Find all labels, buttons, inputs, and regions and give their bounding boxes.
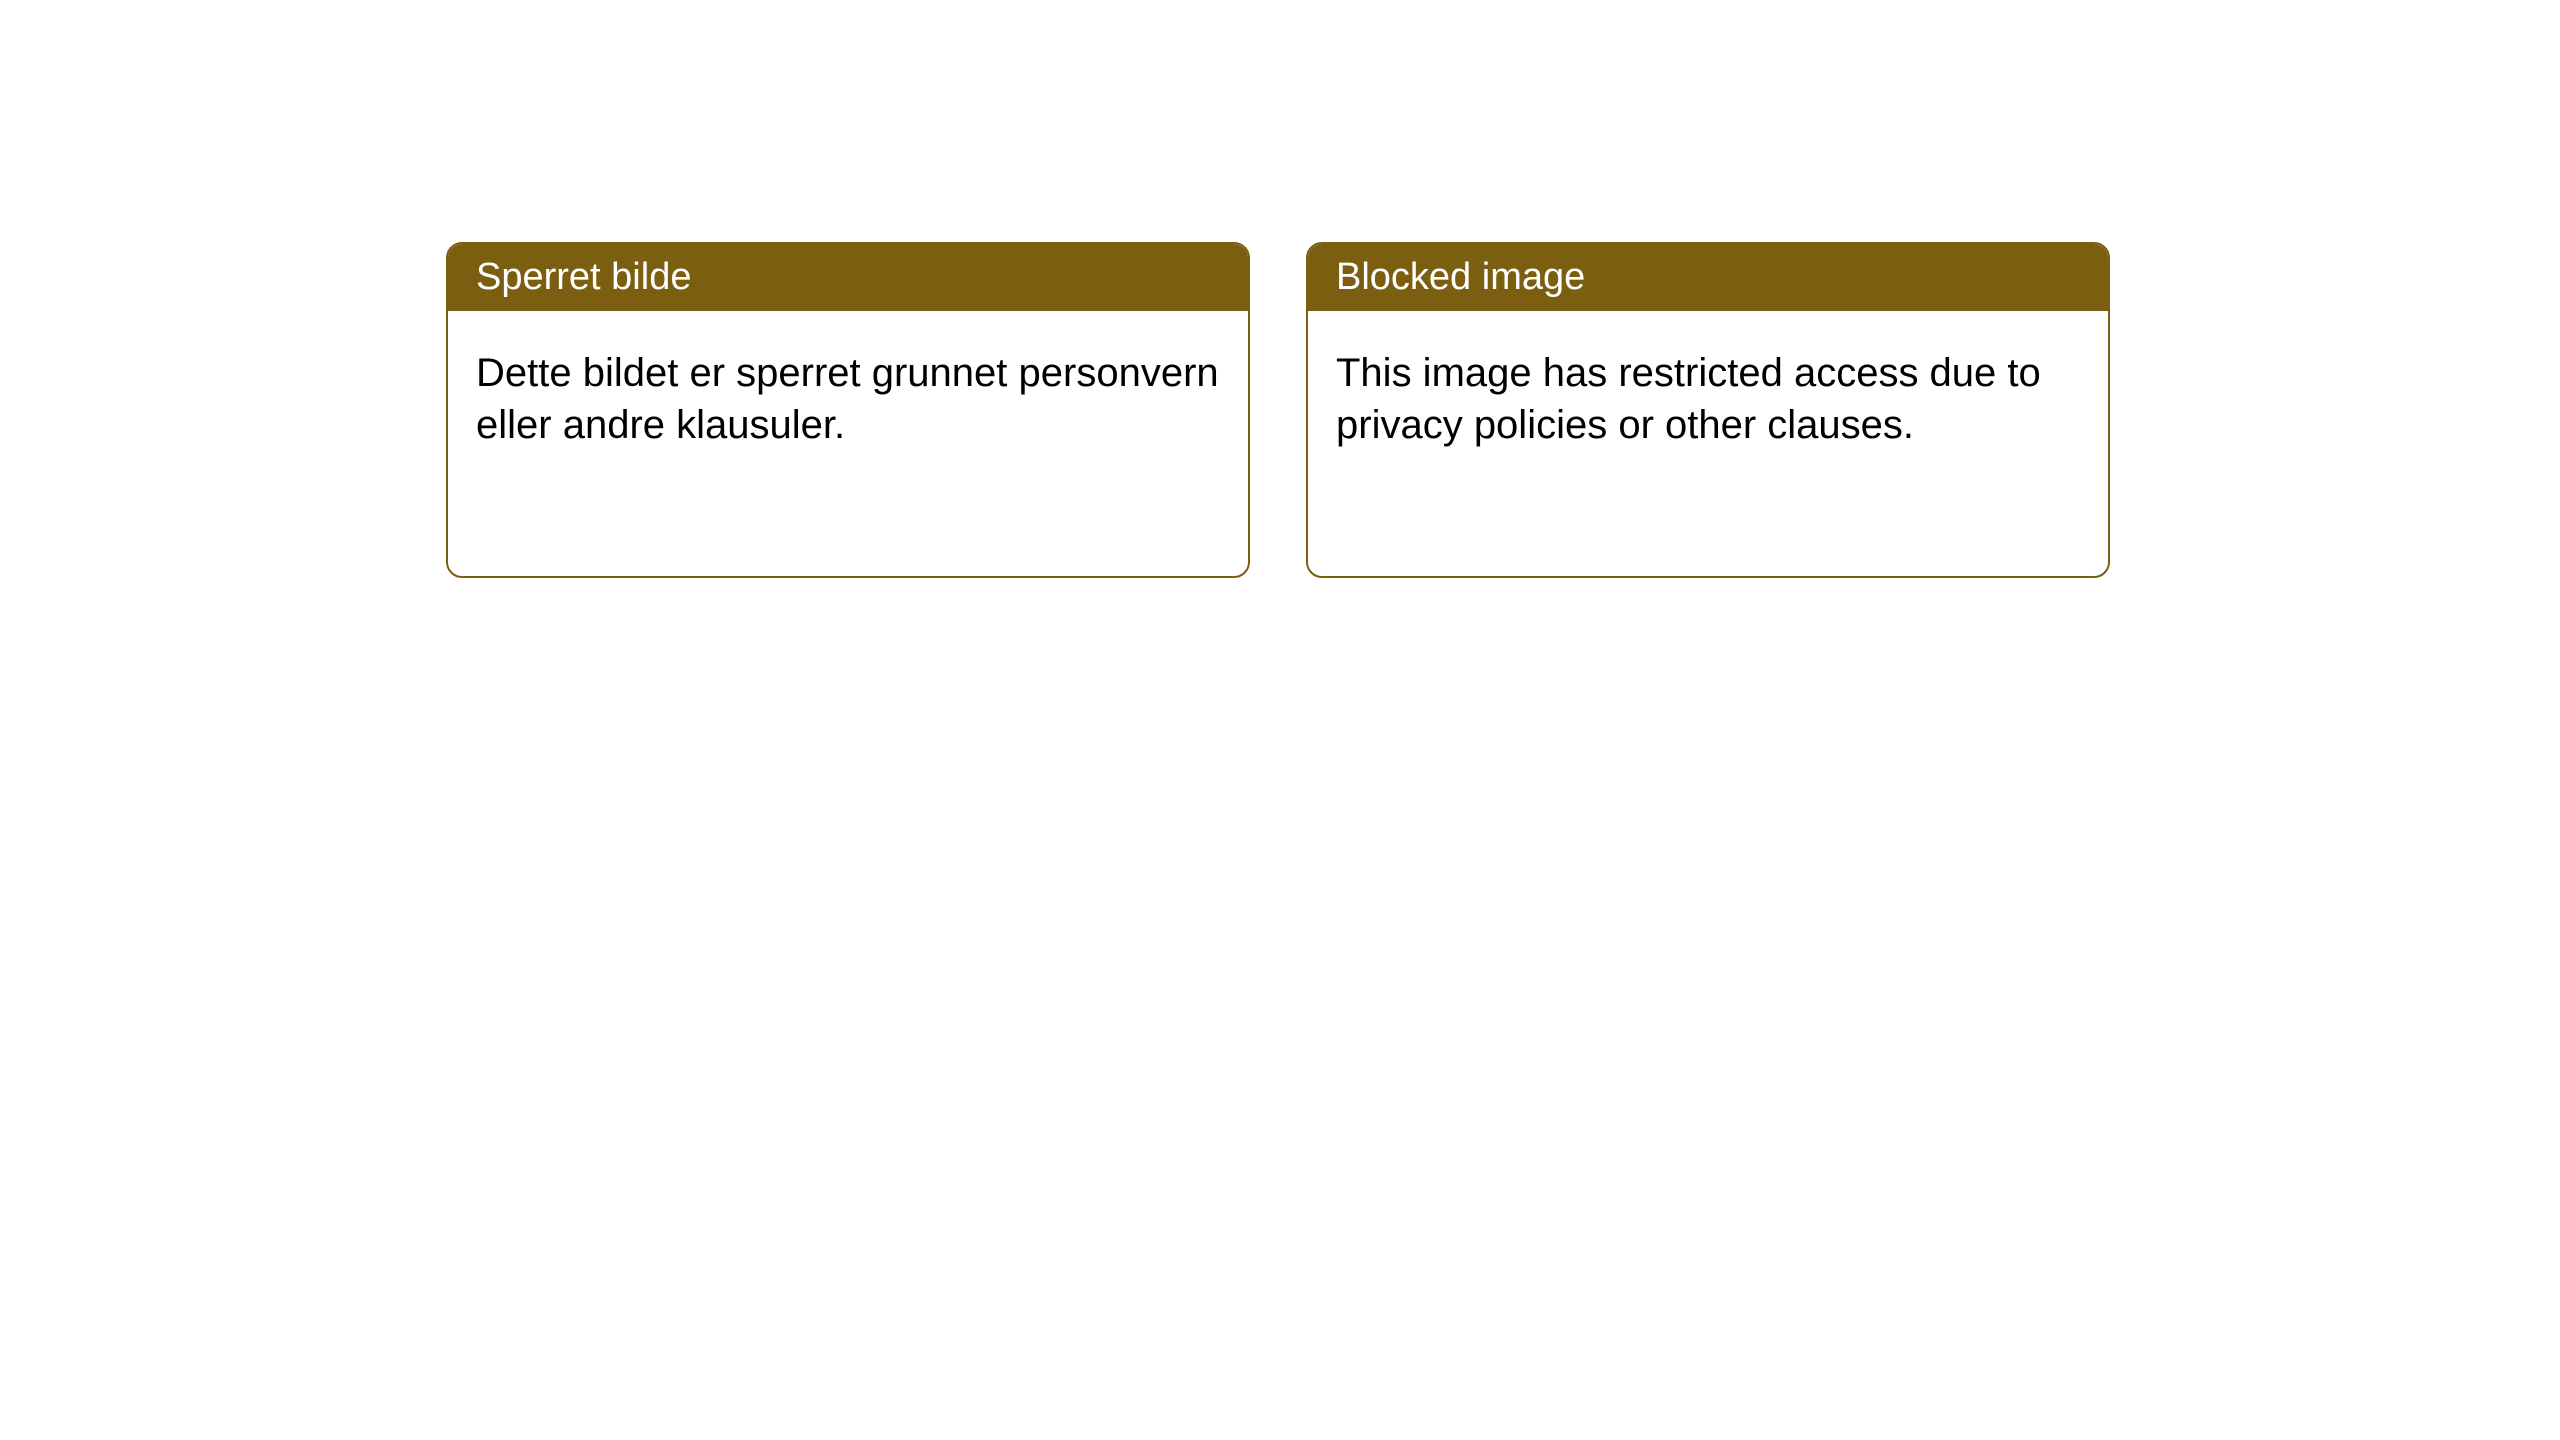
notice-card-body: This image has restricted access due to … — [1308, 311, 2108, 487]
notice-container: Sperret bilde Dette bildet er sperret gr… — [446, 242, 2110, 578]
notice-card-header: Blocked image — [1308, 244, 2108, 311]
notice-card-title: Sperret bilde — [476, 256, 691, 298]
notice-card-header: Sperret bilde — [448, 244, 1248, 311]
notice-card-norwegian: Sperret bilde Dette bildet er sperret gr… — [446, 242, 1250, 578]
notice-card-english: Blocked image This image has restricted … — [1306, 242, 2110, 578]
notice-card-body: Dette bildet er sperret grunnet personve… — [448, 311, 1248, 487]
notice-card-text: This image has restricted access due to … — [1336, 351, 2041, 447]
notice-card-title: Blocked image — [1336, 256, 1585, 298]
notice-card-text: Dette bildet er sperret grunnet personve… — [476, 351, 1219, 447]
